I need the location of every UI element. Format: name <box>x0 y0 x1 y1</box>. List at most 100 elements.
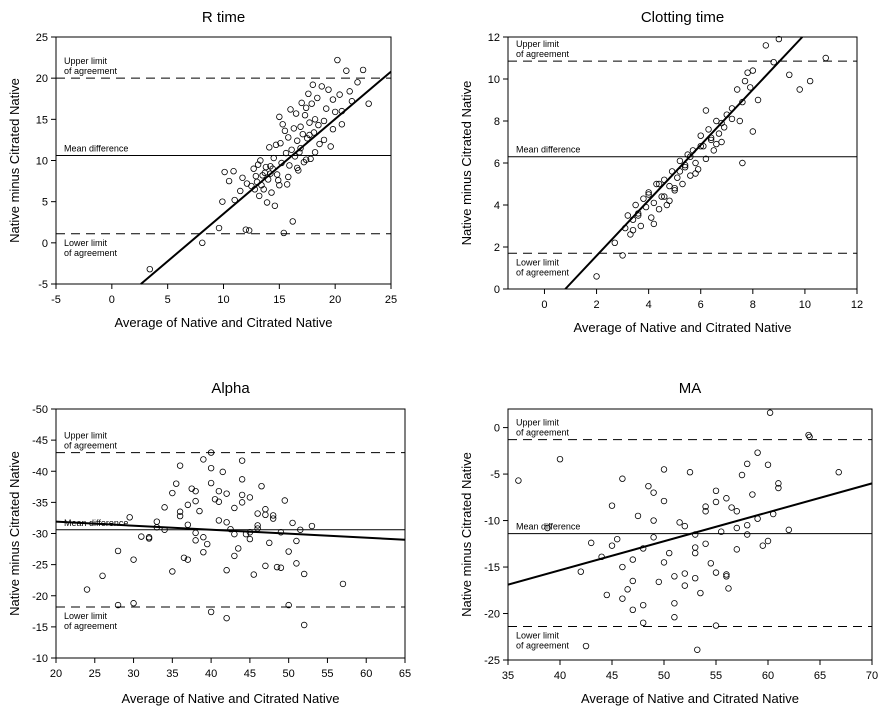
y-tick-label: 20 <box>36 73 48 85</box>
y-tick-label: -25 <box>32 560 48 572</box>
data-point <box>271 202 279 209</box>
data-point <box>145 535 153 542</box>
data-point <box>608 542 616 549</box>
data-point <box>290 125 298 132</box>
x-axis-label: Average of Native and Citrated Native <box>574 320 792 335</box>
data-point <box>577 568 584 575</box>
data-point <box>336 91 343 98</box>
data-point <box>650 199 658 207</box>
data-point <box>619 563 626 571</box>
data-point <box>365 100 372 107</box>
y-tick-label: -10 <box>32 653 48 665</box>
data-point <box>250 571 257 578</box>
data-point <box>650 489 657 496</box>
data-point <box>645 482 652 490</box>
upper-limit-label: of agreement <box>516 49 570 59</box>
data-point <box>327 143 334 150</box>
data-point <box>611 239 618 246</box>
data-point <box>687 153 694 160</box>
regression-line <box>564 36 804 290</box>
data-point <box>694 646 701 653</box>
data-point <box>283 181 291 188</box>
x-tick-label: 45 <box>244 668 256 680</box>
y-axis-label: Native minus Citrated Native <box>7 451 22 616</box>
data-point <box>637 222 645 230</box>
data-point <box>114 547 122 555</box>
data-point <box>629 226 637 234</box>
data-point <box>747 84 754 91</box>
data-point <box>260 186 267 193</box>
data-point <box>655 180 663 188</box>
data-point <box>712 569 720 576</box>
data-point <box>676 157 684 165</box>
data-point <box>231 530 238 538</box>
y-tick-label: 10 <box>36 156 48 168</box>
data-point <box>663 201 671 209</box>
data-point <box>308 522 316 530</box>
data-point <box>744 531 751 538</box>
data-point <box>738 471 746 479</box>
data-point <box>169 489 176 497</box>
y-tick-label: -30 <box>32 529 48 541</box>
x-tick-label: 60 <box>762 670 774 682</box>
data-point <box>230 168 237 175</box>
data-point <box>733 86 741 93</box>
data-point <box>219 198 226 205</box>
data-point <box>199 239 206 247</box>
data-point <box>725 585 732 592</box>
data-point <box>250 165 257 172</box>
y-tick-label: 8 <box>494 116 500 128</box>
data-point <box>263 199 271 206</box>
data-point <box>282 149 290 157</box>
data-point <box>705 126 712 133</box>
data-point <box>766 409 774 416</box>
data-point <box>749 491 756 498</box>
data-point <box>632 201 639 209</box>
data-point <box>235 545 242 552</box>
data-point <box>130 556 137 563</box>
data-point <box>692 574 699 582</box>
x-tick-label: 55 <box>321 668 333 680</box>
data-point <box>723 571 730 578</box>
y-tick-label: -50 <box>32 404 48 416</box>
data-point <box>713 140 720 148</box>
data-point <box>712 622 720 629</box>
x-tick-label: 35 <box>502 670 514 682</box>
data-point <box>713 117 720 125</box>
y-axis-label: Native minus Citrated Native <box>7 78 22 243</box>
data-point <box>320 117 328 125</box>
data-point <box>223 490 230 497</box>
data-point <box>286 162 293 169</box>
data-point <box>302 104 310 112</box>
lower-limit-label: of agreement <box>516 267 570 277</box>
data-point <box>277 140 284 147</box>
data-point <box>785 526 792 534</box>
data-point <box>329 126 337 133</box>
data-point <box>266 144 273 151</box>
data-point <box>257 157 264 164</box>
data-point <box>245 227 253 234</box>
data-point <box>237 187 244 195</box>
data-point <box>329 96 337 103</box>
chart-panel-ma: MA Average of Native and Citrated Native N… <box>459 380 878 706</box>
upper-limit-label: of agreement <box>64 66 118 76</box>
data-point <box>650 220 658 228</box>
data-point <box>307 155 314 163</box>
data-point <box>674 174 681 181</box>
x-tick-label: 65 <box>399 668 411 680</box>
data-point <box>354 79 361 86</box>
data-point <box>279 121 286 128</box>
data-point <box>749 67 757 74</box>
data-point <box>686 469 694 476</box>
x-axis-label: Average of Native and Citrated Native <box>122 691 340 706</box>
data-point <box>544 524 551 532</box>
data-point <box>304 135 311 142</box>
data-point <box>718 138 725 146</box>
data-point <box>238 491 246 499</box>
data-point <box>280 229 287 237</box>
plot-frame <box>507 408 873 661</box>
data-point <box>715 130 723 137</box>
data-point <box>258 482 265 490</box>
x-tick-label: 8 <box>750 299 756 311</box>
data-point <box>634 512 642 520</box>
